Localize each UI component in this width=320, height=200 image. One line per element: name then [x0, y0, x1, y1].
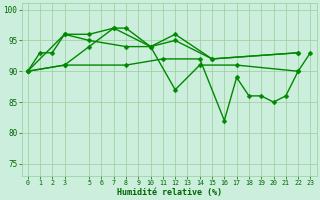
X-axis label: Humidité relative (%): Humidité relative (%) [116, 188, 221, 197]
